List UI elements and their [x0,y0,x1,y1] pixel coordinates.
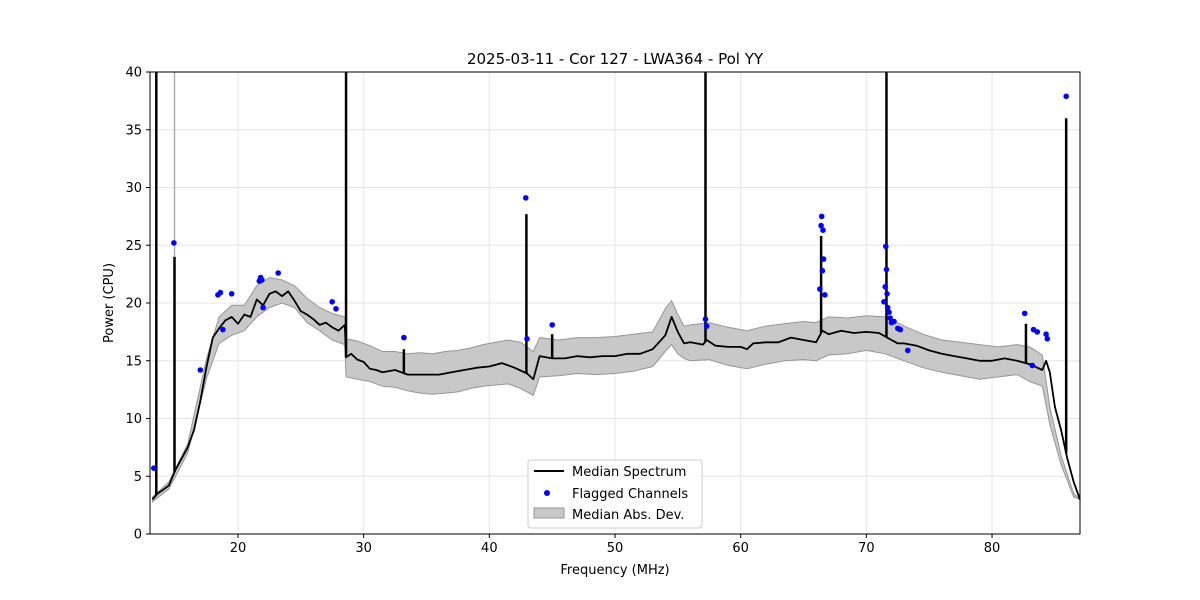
flagged-point [818,222,824,229]
y-axis-label: Power (CPU) [102,263,117,343]
x-tick-label: 50 [607,541,624,556]
flagged-point [891,318,897,325]
spike-layer [155,72,1068,496]
flagged-point [820,256,827,262]
chart-title: 2025-03-11 - Cor 127 - LWA364 - Pol YY [467,50,764,68]
flagged-point [260,304,266,311]
flagged-point [1034,329,1041,335]
flagged-point [883,243,889,250]
flagged-point [329,299,336,305]
x-tick-label: 60 [732,541,749,556]
x-tick-label: 80 [984,541,1001,556]
flagged-point [818,213,825,220]
flagged-point [523,195,529,201]
flagged-point [819,267,826,274]
flagged-point [228,291,235,297]
flagged-point [259,277,265,283]
x-axis-label: Frequency (MHz) [560,563,669,578]
flagged-point [333,306,339,312]
x-tick-label: 30 [355,541,372,556]
flagged-point [881,299,887,305]
mad-band [152,277,1081,503]
y-axis-ticks: 0 5 10 15 20 25 30 35 40 [125,66,150,543]
x-axis-ticks: 20 30 40 50 60 70 80 [230,534,1001,556]
flagged-point [882,284,888,290]
y-tick-label: 10 [125,412,142,427]
flagged-point [524,336,530,342]
x-tick-label: 20 [230,541,247,556]
flagged-point [220,326,226,333]
y-tick-label: 30 [125,181,142,196]
y-tick-label: 35 [125,123,142,138]
y-tick-label: 15 [125,354,142,369]
flagged-point [217,289,224,296]
legend-patch-swatch [533,507,565,519]
flagged-point [817,286,823,292]
flagged-point [1029,362,1035,369]
flagged-point [887,315,893,321]
x-tick-label: 70 [858,541,875,556]
y-tick-label: 5 [134,470,142,485]
flagged-points-layer [151,93,1069,472]
flagged-point [884,291,890,297]
x-tick-label: 40 [481,541,498,556]
legend: Median Spectrum Flagged Channels Median … [527,459,703,529]
flagged-point [171,240,177,246]
legend-frame [527,459,703,529]
flagged-point [1044,336,1051,342]
flagged-point [1063,93,1069,100]
flagged-point [822,292,828,298]
flagged-point [549,322,555,328]
legend-label-mad: Median Abs. Dev. [572,508,684,523]
flagged-point [1043,331,1049,338]
flagged-point [883,266,890,273]
flagged-point [905,347,911,354]
legend-point-swatch [544,490,550,496]
y-tick-label: 25 [125,239,142,254]
y-tick-label: 40 [125,66,142,81]
legend-label-median: Median Spectrum [572,465,686,480]
flagged-point [702,316,709,323]
flagged-point [1021,310,1028,317]
flagged-point [884,304,891,311]
flagged-point [897,326,904,333]
flagged-point [151,465,157,472]
flagged-point [401,334,407,341]
flagged-point [197,367,204,373]
y-tick-label: 0 [134,528,142,543]
legend-label-flagged: Flagged Channels [572,487,688,502]
y-tick-label: 20 [125,297,142,312]
flagged-point [703,323,710,329]
mad-band-layer [152,277,1081,503]
flagged-point [886,309,892,316]
flagged-point [275,270,282,276]
flagged-point [820,227,826,233]
